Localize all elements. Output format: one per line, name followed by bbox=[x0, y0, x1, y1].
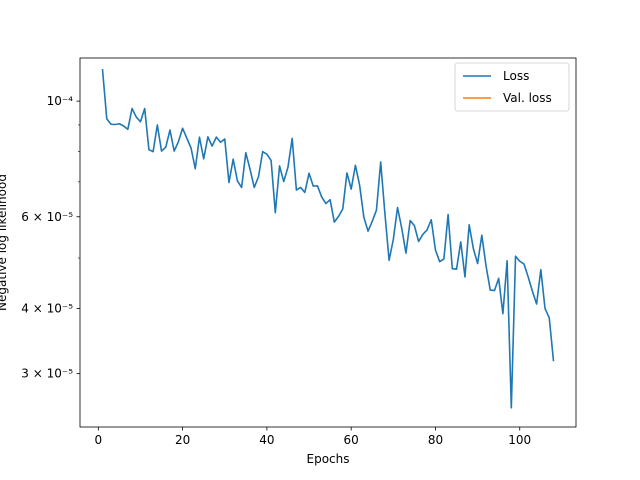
legend: Loss Val. loss bbox=[454, 62, 570, 112]
x-tick-label: 100 bbox=[508, 433, 531, 447]
series-layer bbox=[101, 69, 555, 409]
legend-label-0: Loss bbox=[503, 69, 529, 83]
x-tick-label: 0 bbox=[95, 433, 103, 447]
series-line-0 bbox=[101, 69, 555, 409]
axes-frame bbox=[79, 57, 577, 428]
y-tick-label: 3 × 10⁻⁵ bbox=[21, 367, 73, 381]
y-axis-label: Negative log likelihood bbox=[0, 174, 9, 311]
legend-box bbox=[454, 62, 570, 112]
x-tick-label: 60 bbox=[344, 433, 359, 447]
x-tick-label: 80 bbox=[428, 433, 443, 447]
y-tick-label: 4 × 10⁻⁵ bbox=[21, 302, 73, 316]
x-axis-label: Epochs bbox=[307, 452, 350, 466]
y-tick-label: 6 × 10⁻⁵ bbox=[21, 210, 73, 224]
x-tick-label: 20 bbox=[175, 433, 190, 447]
x-axis: 0 20 40 60 80 100 bbox=[95, 427, 531, 447]
x-tick-label: 40 bbox=[259, 433, 274, 447]
legend-label-1: Val. loss bbox=[503, 91, 552, 105]
y-tick-label: 10⁻⁴ bbox=[47, 94, 74, 108]
y-axis: 3 × 10⁻⁵ 4 × 10⁻⁵ 6 × 10⁻⁵ 10⁻⁴ bbox=[21, 94, 80, 381]
